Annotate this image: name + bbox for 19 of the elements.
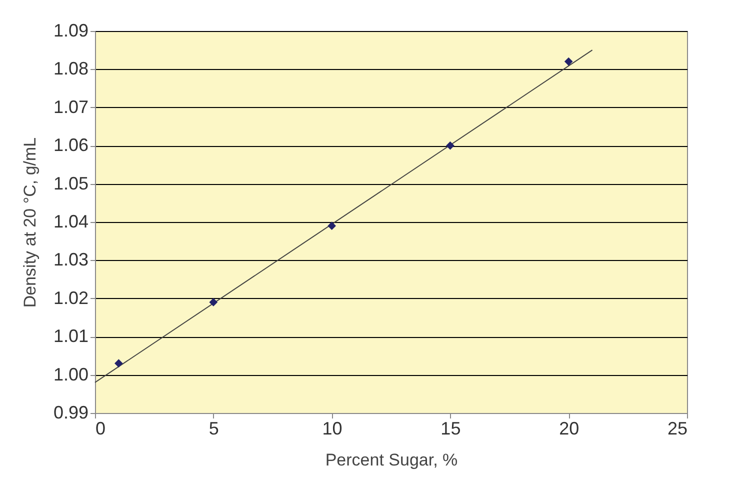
x-tick-label: 10 [322, 418, 342, 438]
y-tick-label: 1.07 [53, 96, 88, 117]
y-tick-label: 1.09 [53, 20, 88, 40]
x-tick-label: 5 [208, 418, 219, 438]
x-tick-label: 15 [440, 418, 461, 438]
x-tick-label: 20 [559, 418, 580, 438]
y-tick-label: 1.02 [53, 288, 88, 308]
y-tick-label: 1.08 [53, 58, 88, 79]
x-tick-label: 25 [667, 418, 688, 438]
y-tick-label: 1.06 [53, 135, 88, 156]
y-axis-title: Density at 20 °C, g/mL [20, 137, 40, 308]
y-tick-label: 0.99 [53, 402, 88, 422]
x-axis-title: Percent Sugar, % [325, 450, 458, 470]
x-tick-label: 0 [96, 418, 106, 438]
y-tick-label: 1.00 [53, 364, 88, 384]
y-tick-label: 1.03 [53, 250, 88, 270]
y-tick-label: 1.05 [53, 173, 88, 194]
y-tick-label: 1.04 [53, 212, 88, 232]
y-tick-label: 1.01 [53, 326, 88, 346]
